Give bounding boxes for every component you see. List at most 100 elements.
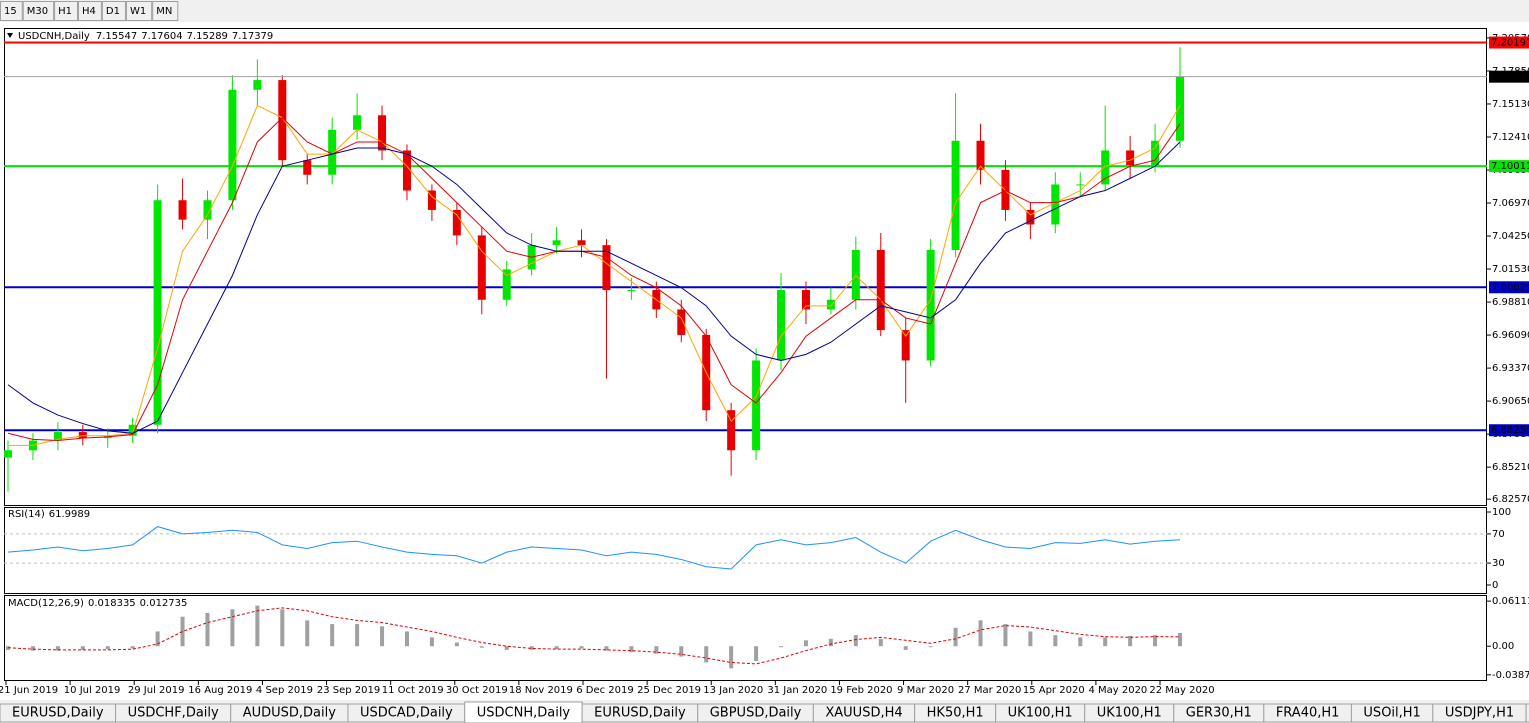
symbol: USDCNH,Daily	[18, 31, 90, 42]
level-label: 7.10011	[1491, 161, 1529, 172]
macd-bar	[1178, 632, 1182, 647]
tab-label[interactable]: GBPUSD,Daily	[710, 706, 802, 721]
tab-label[interactable]: UK100,H1	[1008, 706, 1073, 721]
tab-label[interactable]: USDJPY,H1	[1445, 706, 1514, 721]
candle-body	[1176, 76, 1184, 141]
tab-label[interactable]: UK100,H1	[1097, 706, 1162, 721]
level-tag	[1489, 160, 1529, 173]
timeframe-border	[22, 1, 55, 21]
date-label: 21 Jun 2019	[0, 685, 58, 696]
date-label: 11 Oct 2019	[382, 685, 444, 696]
candle-body	[876, 249, 885, 331]
rsi-tick-label: 100	[1492, 507, 1511, 518]
y-tick-label: 7.06970	[1492, 198, 1529, 209]
header-close: 7.17379	[232, 31, 273, 42]
tab-label[interactable]: USDCAD,Daily	[360, 706, 453, 721]
timeframe-button[interactable]: 15	[4, 6, 17, 17]
date-label: 30 Oct 2019	[446, 685, 508, 696]
candle-body	[1151, 140, 1160, 166]
timeframe-border	[54, 1, 78, 21]
tab-label[interactable]: USOil,H1	[1363, 706, 1420, 721]
macd-bar	[305, 620, 310, 647]
macd-bar	[504, 646, 509, 650]
macd-bar	[604, 646, 609, 651]
tab-label[interactable]: XAUUSD,H4	[825, 706, 902, 721]
macd-label: MACD(12,26,9)	[8, 598, 84, 609]
timeframe-button[interactable]: H1	[58, 6, 72, 17]
tab-label[interactable]: GER30,H1	[1186, 706, 1252, 721]
tab-label[interactable]: EURUSD,Daily	[594, 706, 686, 721]
last-price-tag	[1489, 70, 1529, 83]
candle-body	[402, 150, 411, 191]
macd-bar	[105, 646, 110, 650]
y-tick-label: 7.04250	[1492, 231, 1529, 242]
candle-body	[477, 235, 486, 300]
macd-bar	[828, 638, 833, 647]
macd-bar	[355, 624, 360, 647]
date-label: 9 Mar 2020	[897, 685, 954, 696]
candle-body	[78, 432, 87, 439]
date-label: 25 Dec 2019	[637, 685, 701, 696]
candle-body	[826, 299, 835, 310]
macd-bar	[853, 635, 858, 647]
date-label: 10 Jul 2019	[64, 685, 121, 696]
macd-bar	[679, 646, 684, 657]
date-label: 19 Feb 2020	[830, 685, 892, 696]
macd-bar	[878, 638, 883, 647]
macd-bar	[1103, 637, 1108, 647]
candle-body	[1101, 150, 1110, 185]
macd-bar	[404, 631, 409, 647]
y-tick-label: 6.98810	[1492, 297, 1529, 308]
toolbar	[0, 0, 1529, 22]
macd-bar	[255, 605, 260, 647]
tab-label[interactable]: USDCNH,Daily	[477, 706, 571, 721]
candle-body	[427, 190, 436, 210]
rsi-panel	[4, 507, 1487, 594]
date-label: 22 May 2020	[1149, 685, 1214, 696]
timeframe-border	[152, 1, 179, 21]
chart-header: USDCNH,Daily 7.15547 7.17604 7.15289 7.17379	[18, 31, 273, 42]
macd-tick-label: 0.00	[1492, 641, 1514, 652]
macd-bar	[155, 631, 160, 647]
macd-bar	[1128, 635, 1133, 647]
macd-panel	[4, 595, 1487, 681]
timeframe-button[interactable]: W1	[130, 6, 146, 17]
y-tick-label: 6.82570	[1492, 494, 1529, 505]
macd-bar	[953, 627, 958, 647]
tab-label[interactable]: AUDUSD,Daily	[243, 706, 337, 721]
date-label: 29 Jul 2019	[128, 685, 185, 696]
macd-bar	[1078, 637, 1083, 647]
last-price-label: 7.17379	[1491, 72, 1529, 83]
candle-body	[602, 245, 611, 291]
timeframe-button[interactable]: M30	[27, 6, 48, 17]
candle-body	[153, 200, 162, 425]
level-tag	[1489, 36, 1529, 49]
macd-bar	[754, 646, 759, 661]
tab-label[interactable]: HK50,H1	[927, 706, 984, 721]
candle-body	[577, 240, 586, 246]
macd-bar	[1153, 635, 1158, 647]
timeframe-button[interactable]: MN	[156, 6, 172, 17]
tab[interactable]	[1525, 703, 1529, 723]
tab-label[interactable]: FRA40,H1	[1276, 706, 1340, 721]
macd-bar	[429, 637, 434, 647]
macd-bar	[80, 646, 85, 650]
candle-body	[1026, 209, 1035, 225]
tab-label[interactable]: USDCHF,Daily	[128, 706, 219, 721]
macd-bar	[629, 646, 634, 653]
date-label: 23 Sep 2019	[317, 685, 380, 696]
header-low: 7.15289	[187, 31, 228, 42]
macd-bar	[704, 646, 709, 663]
candle-body	[203, 200, 212, 220]
rsi-header: RSI(14) 61.9989	[8, 509, 90, 520]
candle-body	[278, 80, 287, 161]
candle-body	[502, 269, 511, 300]
tab-label[interactable]: EURUSD,Daily	[12, 706, 104, 721]
candle-body	[552, 240, 561, 246]
timeframe-button[interactable]: H4	[82, 6, 96, 17]
candle-body	[353, 115, 362, 130]
timeframe-button[interactable]: D1	[106, 6, 120, 17]
macd-bar	[579, 646, 584, 649]
date-label: 4 Sep 2019	[256, 685, 313, 696]
date-label: 31 Jan 2020	[767, 685, 827, 696]
